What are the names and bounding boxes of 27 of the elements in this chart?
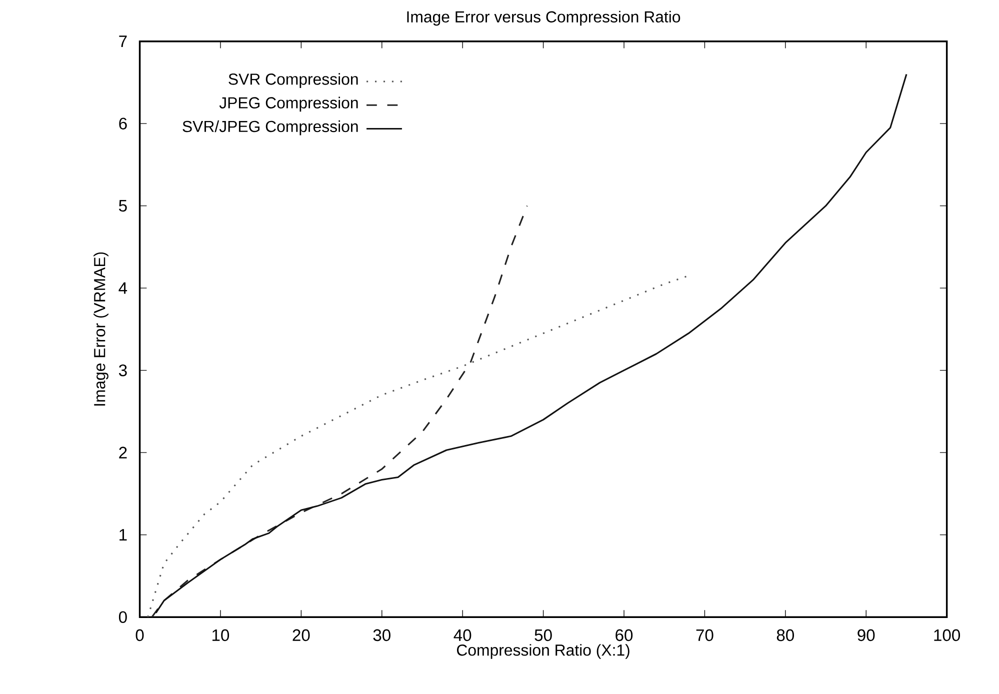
x-tick-label: 100 [934, 629, 960, 642]
y-tick-label: 3 [118, 364, 127, 376]
y-tick-label: 7 [119, 36, 127, 48]
legend-label: SVR Compression [228, 73, 358, 88]
y-tick-label: 6 [119, 118, 127, 130]
legend-label: SVR/JPEG Compression [182, 120, 358, 136]
x-tick-label: 40 [454, 629, 472, 642]
x-tick-label: 10 [212, 629, 230, 642]
x-tick-label: 30 [373, 629, 390, 642]
x-axis-title: Compression Ratio (X:1) [457, 644, 630, 659]
legend-label: JPEG Compression [219, 96, 358, 112]
y-tick-label: 5 [118, 200, 127, 212]
x-tick-label: 60 [616, 629, 633, 642]
x-tick-label: 50 [534, 629, 552, 642]
line-series [151, 205, 528, 618]
x-tick-label: 70 [696, 629, 714, 642]
x-tick-label: 0 [136, 629, 144, 642]
chart-title: Image Error versus Compression Ratio [407, 10, 680, 26]
y-tick-label: 0 [118, 611, 127, 624]
y-tick-label: 4 [118, 282, 128, 294]
line-series [155, 74, 908, 614]
y-tick-label: 2 [119, 446, 127, 458]
x-tick-label: 90 [858, 629, 875, 642]
y-tick-label: 1 [120, 529, 127, 541]
y-axis-title: Image Error (VRMAE) [94, 252, 108, 406]
x-tick-label: 20 [292, 629, 310, 642]
x-tick-label: 80 [776, 629, 794, 642]
